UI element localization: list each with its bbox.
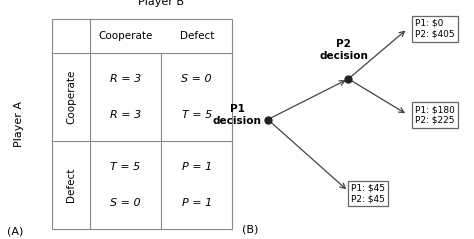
Bar bbox=[52, 19, 232, 229]
Text: R = 3: R = 3 bbox=[110, 110, 141, 120]
Text: Player B: Player B bbox=[138, 0, 184, 7]
Text: T = 5: T = 5 bbox=[182, 110, 212, 120]
Text: P1
decision: P1 decision bbox=[212, 104, 262, 125]
Text: P = 1: P = 1 bbox=[182, 162, 212, 172]
Text: P1: $0
P2: $405: P1: $0 P2: $405 bbox=[415, 19, 455, 38]
Text: T = 5: T = 5 bbox=[110, 162, 141, 172]
Text: (A): (A) bbox=[7, 227, 24, 237]
Text: S = 0: S = 0 bbox=[182, 74, 212, 84]
Text: P1: $45
P2: $45: P1: $45 P2: $45 bbox=[351, 184, 385, 203]
Text: S = 0: S = 0 bbox=[110, 198, 141, 208]
Text: Player A: Player A bbox=[14, 101, 24, 147]
Text: Cooperate: Cooperate bbox=[66, 70, 76, 124]
Text: Defect: Defect bbox=[180, 31, 214, 41]
Text: (B): (B) bbox=[242, 224, 258, 234]
Text: P1: $180
P2: $225: P1: $180 P2: $225 bbox=[415, 105, 455, 125]
Text: Defect: Defect bbox=[66, 168, 76, 202]
Text: P = 1: P = 1 bbox=[182, 198, 212, 208]
Text: P2
decision: P2 decision bbox=[319, 39, 368, 61]
Text: Cooperate: Cooperate bbox=[99, 31, 153, 41]
Text: R = 3: R = 3 bbox=[110, 74, 141, 84]
